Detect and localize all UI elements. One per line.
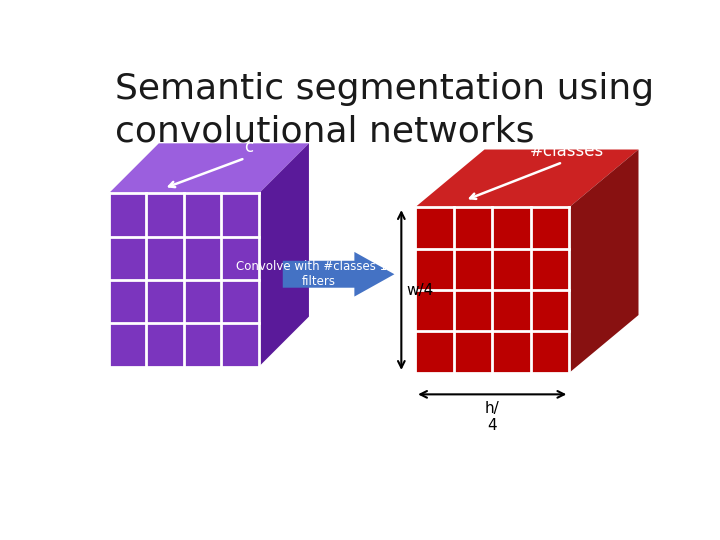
Polygon shape [109, 143, 309, 193]
Text: Convolve with #classes 1x1
filters: Convolve with #classes 1x1 filters [235, 260, 401, 288]
Polygon shape [259, 143, 309, 367]
Polygon shape [283, 252, 395, 296]
Text: Semantic segmentation using
convolutional networks: Semantic segmentation using convolutiona… [115, 72, 654, 148]
Text: #classes: #classes [529, 142, 603, 160]
Polygon shape [109, 193, 259, 367]
Polygon shape [415, 150, 639, 207]
Text: c: c [244, 138, 253, 156]
Text: h/
4: h/ 4 [485, 401, 500, 433]
Polygon shape [570, 150, 639, 373]
Polygon shape [415, 207, 570, 373]
Text: w/4: w/4 [406, 282, 433, 298]
